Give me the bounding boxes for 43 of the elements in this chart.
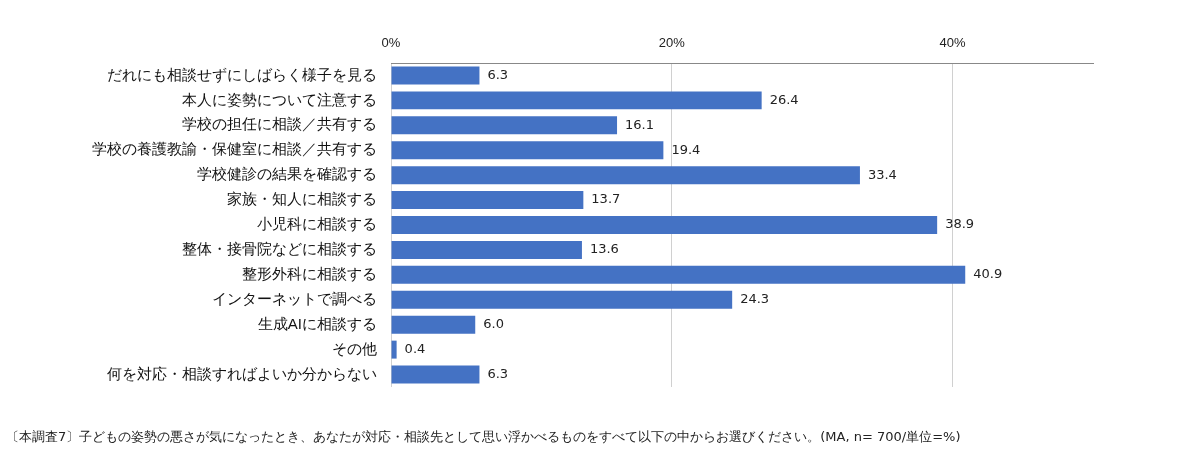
y-tick-label: 学校健診の結果を確認する <box>197 165 377 183</box>
data-label: 38.9 <box>945 216 975 232</box>
data-label: 16.1 <box>625 116 654 132</box>
data-label: 6.3 <box>487 66 509 82</box>
bar <box>391 116 618 135</box>
y-tick-label: 何を対応・相談すればよいか分からない <box>107 364 377 382</box>
bar <box>391 240 582 259</box>
y-tick-label: インターネットで調べる <box>212 289 377 307</box>
data-label: 0.4 <box>404 340 426 356</box>
bar <box>391 91 762 110</box>
y-tick-label: だれにも相談せずにしばらく様子を見る <box>107 65 377 84</box>
bar <box>391 265 966 284</box>
bar <box>391 191 584 210</box>
bar <box>391 66 480 85</box>
y-tick-label: 本人に姿勢について注意する <box>182 90 377 108</box>
x-tick-label: 0% <box>381 34 401 50</box>
data-label: 24.3 <box>740 291 770 307</box>
bar <box>391 365 480 384</box>
data-label: 13.6 <box>589 241 619 257</box>
y-tick-label: 家族・知人に相談する <box>227 190 377 208</box>
bar <box>391 290 733 309</box>
y-tick-label: 整形外科に相談する <box>242 264 377 282</box>
y-tick-label: 学校の担任に相談／共有する <box>182 115 377 133</box>
bar <box>391 216 938 234</box>
data-label: 6.3 <box>487 365 509 381</box>
data-label: 6.0 <box>483 316 504 332</box>
y-tick-label: 小児科に相談する <box>257 215 377 233</box>
bar <box>391 340 397 359</box>
y-tick-label: 生成AIに相談する <box>257 314 377 332</box>
bar <box>391 315 476 334</box>
y-tick-label: その他 <box>332 339 377 357</box>
bar <box>391 166 860 185</box>
text: 〔本調査7〕子どもの姿勢の悪さが気になったとき、あなたが対応・相談先として思い浮かべるものをすべて以下の中からお選びください。(MA, n= 700/単位=%) <box>6 428 961 446</box>
bar <box>391 141 664 160</box>
data-label: 33.4 <box>867 166 897 182</box>
data-label: 40.9 <box>973 266 1003 282</box>
x-tick-label: 20% <box>658 34 686 50</box>
data-label: 19.4 <box>671 141 701 157</box>
y-tick-label: 学校の養護教諭・保健室に相談／共有する <box>92 140 377 158</box>
data-label: 26.4 <box>769 91 799 107</box>
x-tick-label: 40% <box>939 34 967 50</box>
y-tick-label: 整体・接骨院などに相談する <box>182 240 377 258</box>
data-label: 13.7 <box>591 191 621 207</box>
